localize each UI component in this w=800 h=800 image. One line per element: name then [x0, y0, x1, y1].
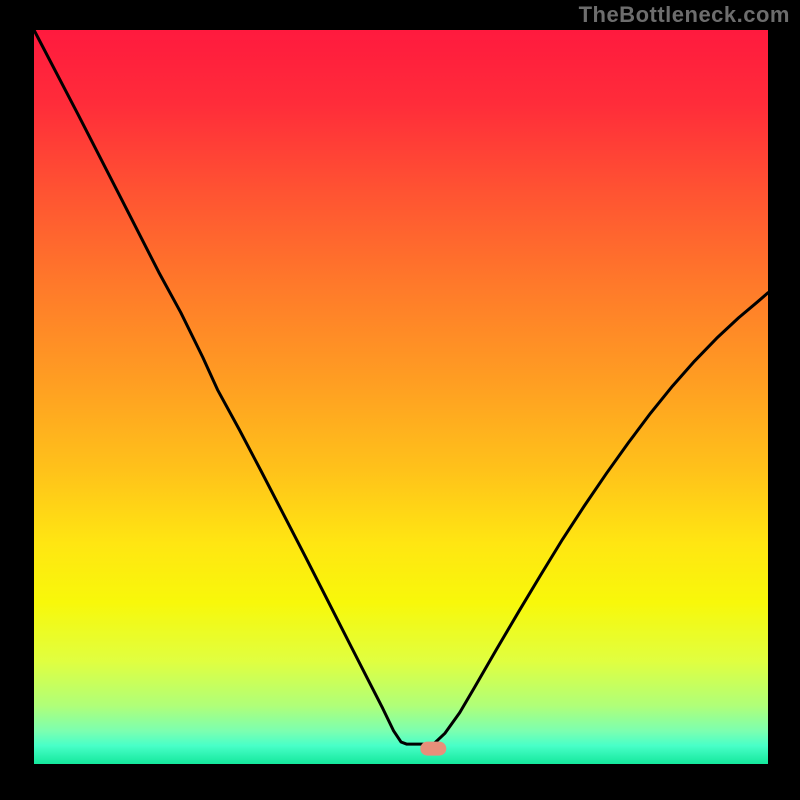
bottleneck-curve-layer	[0, 0, 800, 800]
watermark-text: TheBottleneck.com	[579, 2, 790, 28]
minimum-marker	[420, 742, 446, 756]
bottleneck-curve	[34, 30, 768, 745]
